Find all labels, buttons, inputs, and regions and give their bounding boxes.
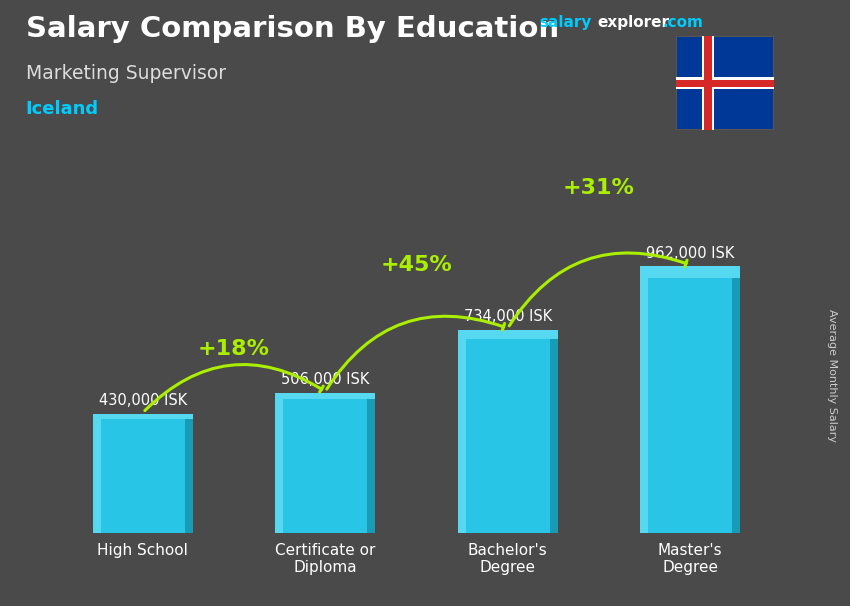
Bar: [275, 393, 376, 533]
Bar: [640, 266, 648, 533]
Text: Average Monthly Salary: Average Monthly Salary: [827, 309, 837, 442]
Bar: [550, 330, 558, 533]
Text: Iceland: Iceland: [26, 100, 99, 118]
Bar: [275, 393, 283, 533]
Bar: [701, 36, 714, 130]
Bar: [457, 330, 558, 339]
Text: Marketing Supervisor: Marketing Supervisor: [26, 64, 225, 82]
Text: 962,000 ISK: 962,000 ISK: [646, 245, 734, 261]
Bar: [185, 414, 193, 533]
Text: +45%: +45%: [381, 255, 452, 275]
Bar: [733, 266, 740, 533]
Text: Salary Comparison By Education: Salary Comparison By Education: [26, 15, 558, 43]
Bar: [93, 414, 193, 419]
Text: +18%: +18%: [198, 339, 270, 359]
Bar: [640, 266, 740, 533]
Text: .com: .com: [662, 15, 703, 30]
Text: salary: salary: [540, 15, 592, 30]
Bar: [676, 80, 774, 87]
Text: 430,000 ISK: 430,000 ISK: [99, 393, 187, 408]
Bar: [93, 414, 193, 533]
Bar: [705, 36, 711, 130]
Text: explorer: explorer: [598, 15, 670, 30]
Bar: [275, 393, 376, 399]
Text: 734,000 ISK: 734,000 ISK: [463, 309, 552, 324]
Bar: [457, 330, 558, 533]
Text: 506,000 ISK: 506,000 ISK: [281, 372, 370, 387]
Bar: [367, 393, 376, 533]
Bar: [93, 414, 100, 533]
Bar: [457, 330, 466, 533]
Text: +31%: +31%: [563, 178, 635, 198]
Bar: [640, 266, 740, 278]
Bar: [676, 77, 774, 90]
